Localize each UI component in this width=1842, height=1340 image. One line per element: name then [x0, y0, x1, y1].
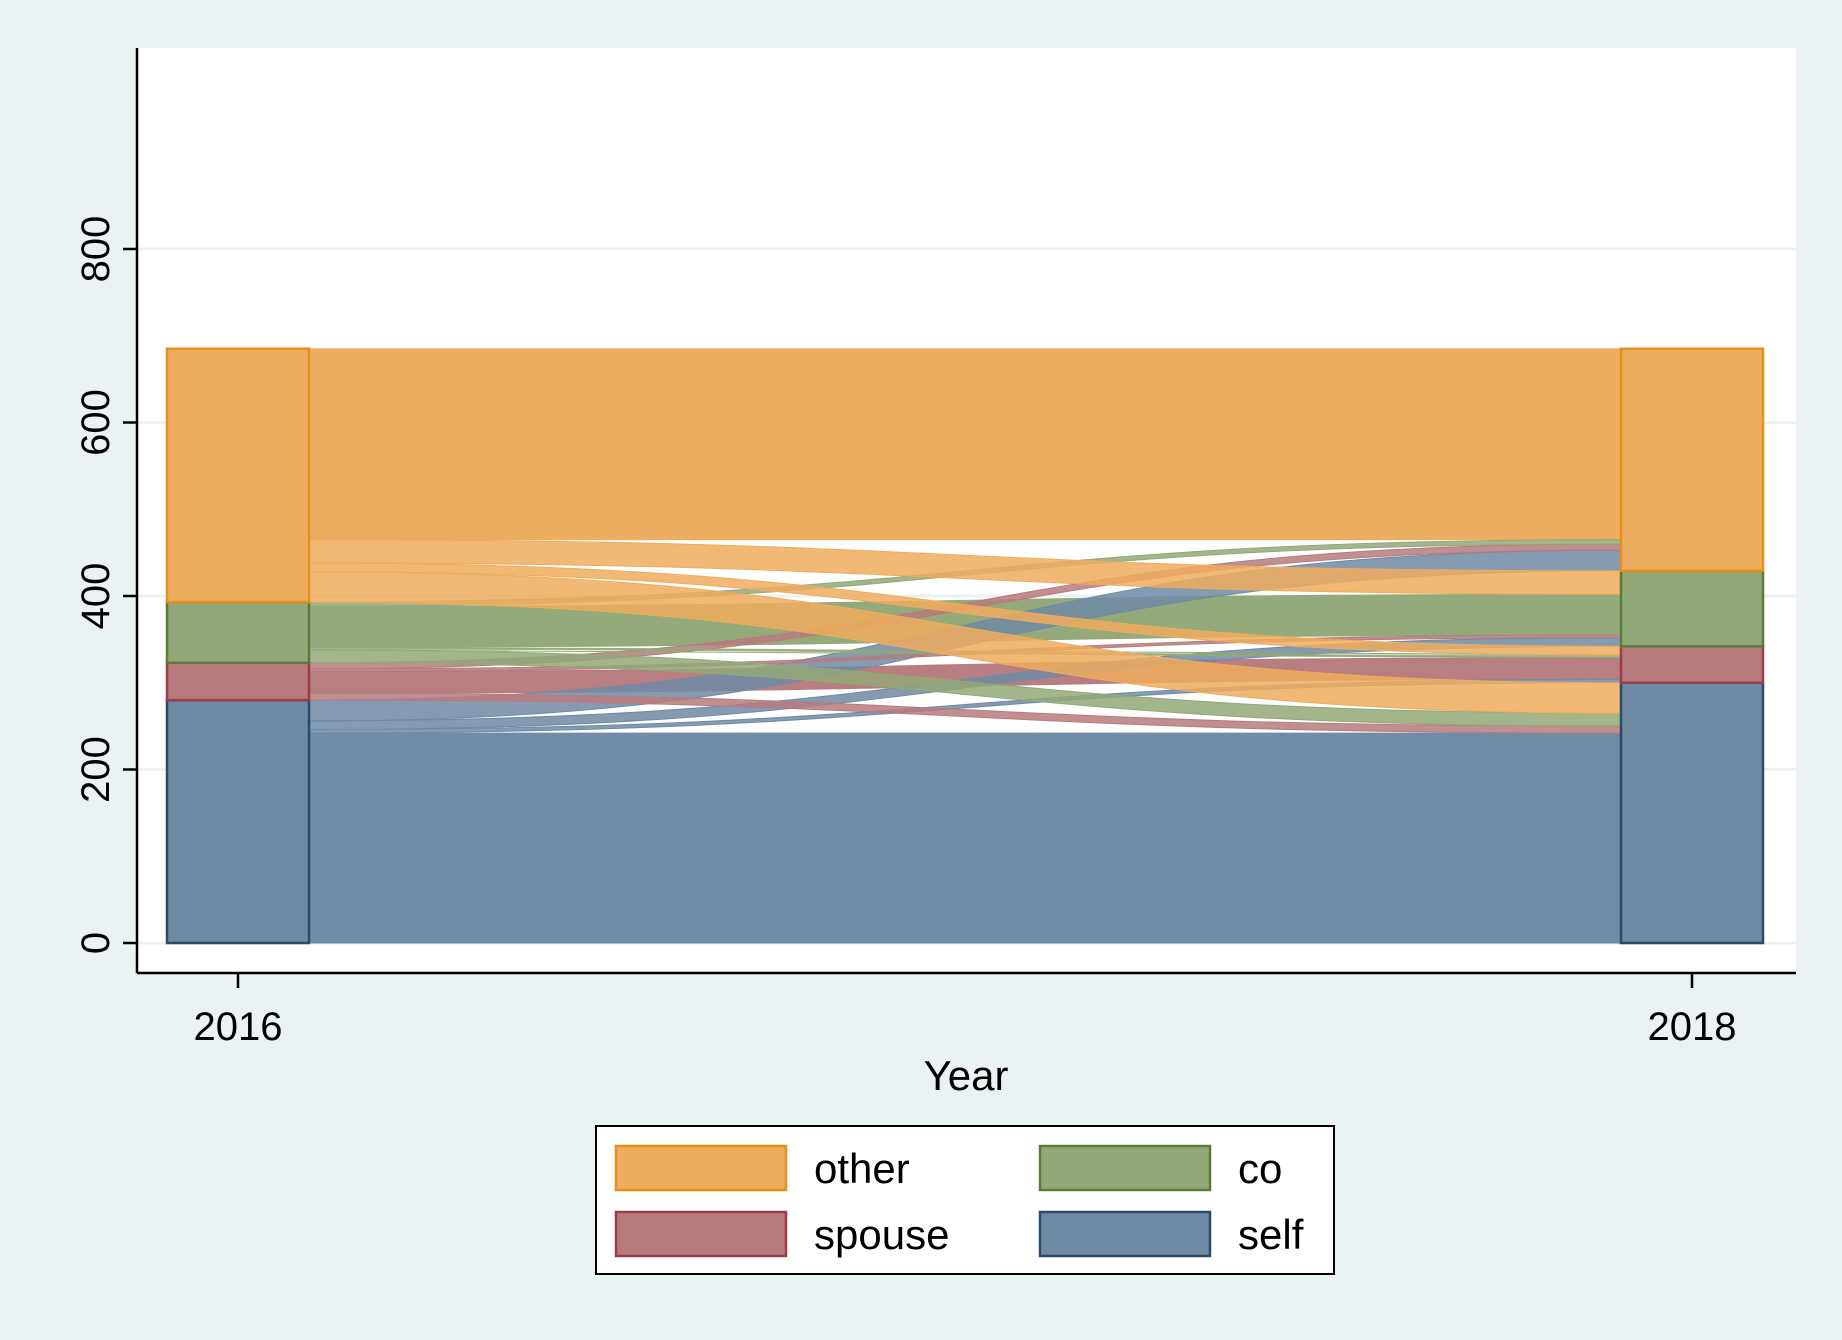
x-ticks: 2016 2018	[194, 973, 1737, 1049]
axes	[135, 48, 1796, 975]
legend-swatch-self	[1038, 1210, 1212, 1258]
legend-swatch-spouse	[614, 1210, 788, 1258]
bar-2018-spouse	[1619, 645, 1765, 685]
y-tick-label-200: 200	[74, 736, 118, 803]
bar-2016-spouse	[165, 661, 311, 702]
legend-label-other: other	[814, 1145, 910, 1192]
y-tick-label-600: 600	[74, 389, 118, 456]
legend-label-co: co	[1238, 1145, 1282, 1192]
y-tick-label-800: 800	[74, 216, 118, 283]
bar-2016-other	[165, 347, 311, 604]
legend-label-spouse: spouse	[814, 1211, 949, 1258]
legend-swatch-co	[1038, 1144, 1212, 1192]
x-tick-label-2018: 2018	[1648, 1005, 1737, 1049]
category-bars	[165, 347, 1765, 945]
legend-swatch-other	[614, 1144, 788, 1192]
flow-other-to-other	[308, 348, 1622, 541]
y-tick-label-400: 400	[74, 563, 118, 630]
flow-ribbons	[308, 348, 1622, 944]
y-tick-label-0: 0	[74, 932, 118, 954]
bar-2018-other	[1619, 347, 1765, 573]
legend: other co spouse self	[595, 1125, 1335, 1275]
legend-label-self: self	[1238, 1211, 1304, 1258]
bar-2018-self	[1619, 681, 1765, 945]
x-tick-label-2016: 2016	[194, 1005, 283, 1049]
bar-2016-co	[165, 600, 311, 665]
y-ticks: 0 200 400 600 800	[74, 216, 137, 954]
x-axis-title: Year	[924, 1052, 1009, 1099]
flow-self-to-self	[308, 732, 1622, 944]
bar-2018-co	[1619, 569, 1765, 648]
bar-2016-self	[165, 698, 311, 945]
